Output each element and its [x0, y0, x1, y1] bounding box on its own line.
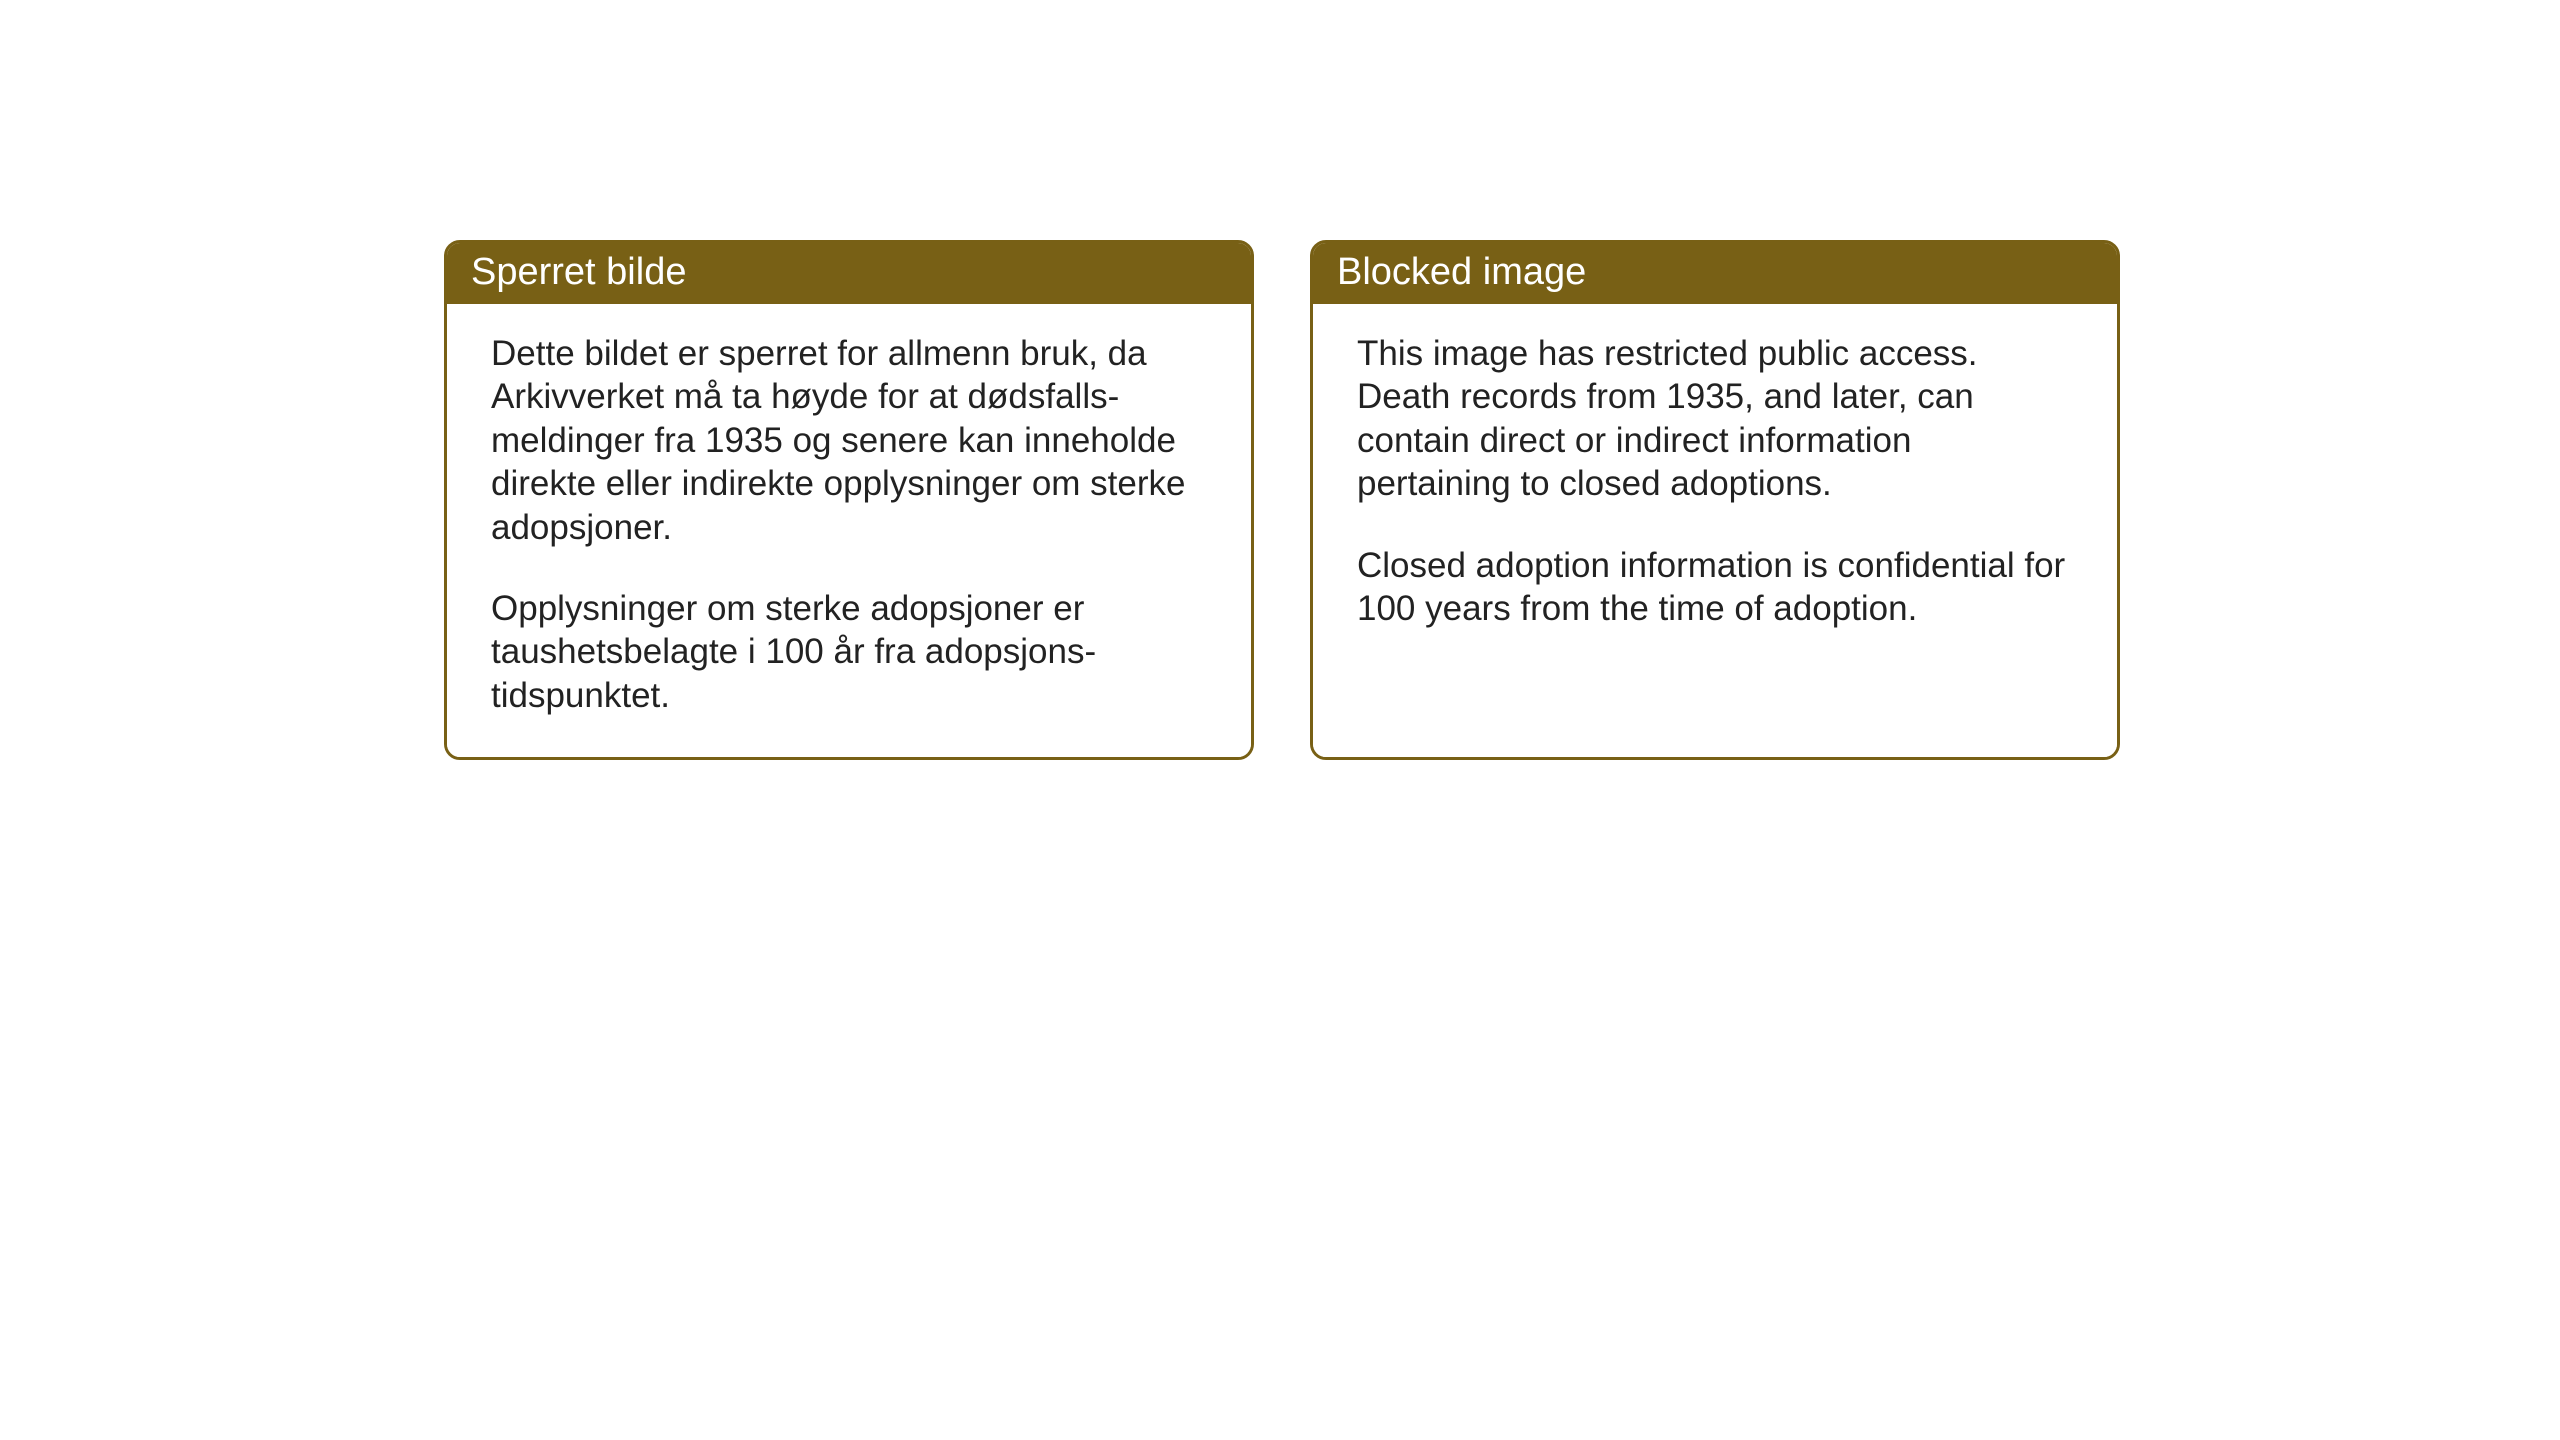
- notice-body-norwegian: Dette bildet er sperret for allmenn bruk…: [447, 304, 1251, 757]
- notice-paragraph: Closed adoption information is confident…: [1357, 544, 2073, 631]
- notice-card-english: Blocked image This image has restricted …: [1310, 240, 2120, 760]
- notice-paragraph: This image has restricted public access.…: [1357, 332, 2073, 506]
- notice-body-english: This image has restricted public access.…: [1313, 304, 2117, 757]
- notice-paragraph: Opplysninger om sterke adopsjoner er tau…: [491, 587, 1207, 717]
- notice-title-norwegian: Sperret bilde: [447, 243, 1251, 304]
- notice-container: Sperret bilde Dette bildet er sperret fo…: [444, 240, 2120, 760]
- notice-paragraph: Dette bildet er sperret for allmenn bruk…: [491, 332, 1207, 549]
- notice-title-english: Blocked image: [1313, 243, 2117, 304]
- notice-card-norwegian: Sperret bilde Dette bildet er sperret fo…: [444, 240, 1254, 760]
